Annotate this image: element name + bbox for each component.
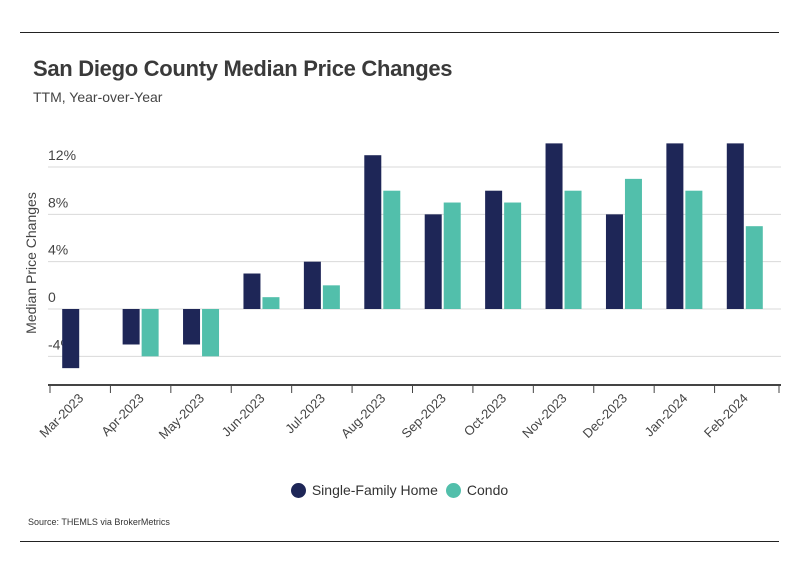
bar-condo [202,309,220,357]
legend-swatch-condo [445,482,461,498]
y-tick-label: 0 [48,289,56,305]
bar-single-family [605,214,623,309]
x-tick-label: Jul-2023 [282,391,328,437]
bar-condo [443,202,461,309]
bar-single-family [243,273,261,309]
y-tick-label: 4% [48,242,68,258]
legend-label: Condo [466,482,509,498]
x-tick-label: Apr-2023 [98,391,146,439]
legend-item-condo[interactable]: Condo [445,482,509,498]
bar-single-family [62,309,80,369]
bottom-rule [20,541,779,542]
x-tick-label: Nov-2023 [519,391,569,441]
y-tick-label: 12% [48,147,76,163]
bar-single-family [424,214,442,309]
bar-condo [322,285,340,309]
bar-single-family [303,261,321,309]
legend-item-single-family[interactable]: Single-Family Home [290,482,438,498]
bar-condo [745,226,763,309]
bar-condo [685,190,703,309]
bar-condo [564,190,582,309]
legend-swatch-single-family [290,482,306,498]
bar-condo [262,297,280,309]
x-tick-label: Jun-2023 [219,391,268,440]
bar-single-family [122,309,140,345]
legend-label: Single-Family Home [311,482,438,498]
x-tick-label: Sep-2023 [398,391,448,441]
bar-single-family [726,143,744,309]
x-tick-label: Jan-2024 [642,391,691,440]
bar-single-family [485,190,503,309]
x-tick-label: Aug-2023 [338,391,388,441]
bar-condo [624,178,642,309]
legend: Single-Family Home Condo [0,482,799,498]
source-note: Source: THEMLS via BrokerMetrics [28,517,170,527]
x-tick-label: Feb-2024 [701,391,751,441]
x-tick-label: Dec-2023 [580,391,630,441]
bar-single-family [364,155,382,309]
chart-title: San Diego County Median Price Changes [33,56,453,81]
chart-subtitle: TTM, Year-over-Year [33,89,163,105]
x-tick-label: Oct-2023 [461,391,509,439]
bar-single-family [545,143,563,309]
bar-condo [141,309,159,357]
top-rule [20,32,779,33]
bar-condo [383,190,401,309]
y-axis-label: Median Price Changes [23,192,39,334]
bar-single-family [183,309,201,345]
x-tick-label: May-2023 [156,391,207,442]
bar-single-family [666,143,684,309]
bar-condo [504,202,522,309]
y-tick-label: 8% [48,194,68,210]
x-tick-label: Mar-2023 [36,391,86,441]
